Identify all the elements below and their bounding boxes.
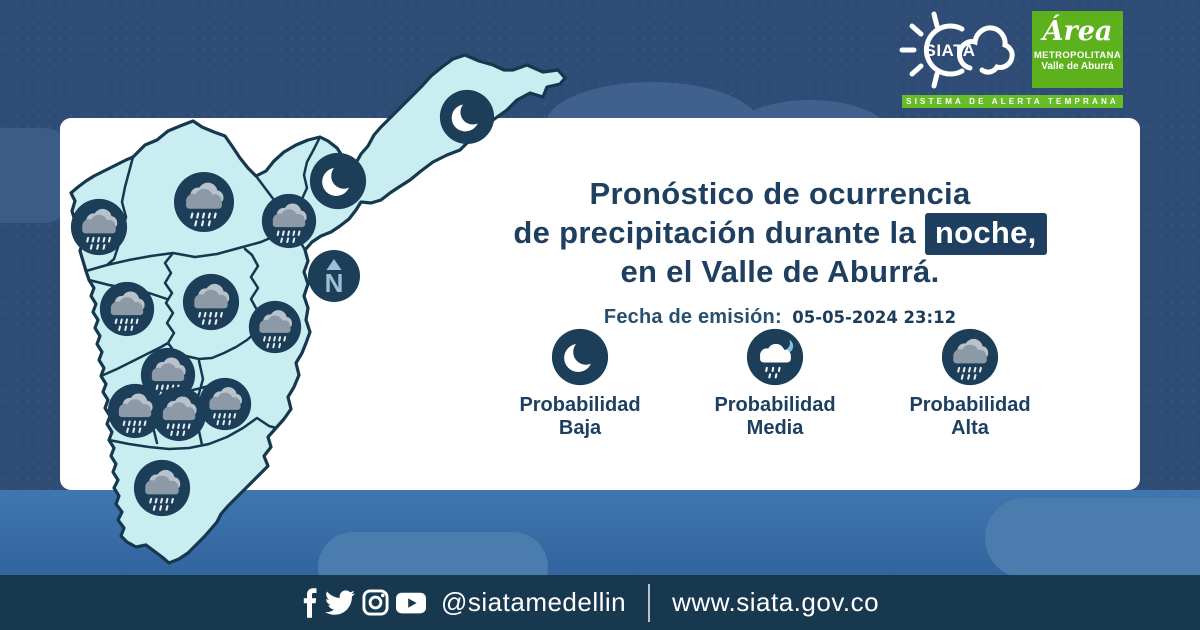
cloud-rain-marker bbox=[248, 300, 302, 354]
cloud-rain-marker bbox=[151, 386, 207, 442]
cloud-moon-drizzle-icon bbox=[746, 328, 804, 386]
cloud-rain-marker bbox=[182, 273, 240, 331]
siata-logo: SIATA bbox=[899, 11, 1015, 89]
emission-value: 05-05-2024 23:12 bbox=[792, 308, 957, 327]
area-logo-line2: Valle de Aburrá bbox=[1041, 61, 1114, 72]
moon-icon bbox=[551, 328, 609, 386]
legend-item-media: Probabilidad Media bbox=[685, 328, 865, 440]
probability-legend: Probabilidad Baja Probabilidad Media Probabi… bbox=[490, 328, 1060, 440]
valle-de-aburra-map: N bbox=[69, 53, 567, 565]
compass-label: N bbox=[325, 268, 344, 298]
emission-label: Fecha de emisión: bbox=[603, 306, 782, 328]
area-metropolitana-logo: Área METROPOLITANA Valle de Aburrá bbox=[1032, 11, 1123, 88]
legend-label: Probabilidad Media bbox=[714, 394, 836, 439]
emission-date-row: Fecha de emisión: 05-05-2024 23:12 bbox=[440, 306, 1120, 329]
legend-label: Probabilidad Alta bbox=[909, 394, 1031, 439]
title-line-2: de precipitación durante la noche, bbox=[440, 213, 1120, 255]
forecast-title: Pronóstico de ocurrencia de precipitació… bbox=[440, 174, 1120, 291]
moon-marker bbox=[309, 152, 367, 210]
siata-tagline-bar: SISTEMA DE ALERTA TEMPRANA bbox=[902, 95, 1123, 108]
social-icons bbox=[302, 587, 426, 618]
cloud-rain-icon bbox=[941, 328, 999, 386]
area-logo-script: Área bbox=[1042, 16, 1113, 47]
footer-divider bbox=[648, 583, 651, 622]
title-line-2-prefix: de precipitación durante la bbox=[513, 215, 916, 250]
background-cloud bbox=[985, 498, 1200, 575]
legend-item-alta: Probabilidad Alta bbox=[880, 328, 1060, 440]
cloud-rain-marker bbox=[173, 171, 235, 233]
cloud-rain-marker bbox=[99, 281, 155, 337]
facebook-icon[interactable] bbox=[302, 587, 318, 618]
title-highlight-noche: noche, bbox=[924, 213, 1047, 255]
area-logo-line1: METROPOLITANA bbox=[1033, 50, 1122, 61]
cloud-rain-marker bbox=[133, 459, 191, 517]
website-url: www.siata.gov.co bbox=[672, 587, 880, 617]
title-line-3: en el Valle de Aburrá. bbox=[620, 254, 940, 289]
cloud-rain-marker bbox=[261, 193, 317, 249]
legend-label: Probabilidad Baja bbox=[519, 394, 641, 439]
youtube-icon[interactable] bbox=[396, 591, 426, 615]
social-handle: @siatamedellin bbox=[441, 587, 627, 617]
footer-bar: @siatamedellin www.siata.gov.co bbox=[0, 575, 1200, 630]
instagram-icon[interactable] bbox=[362, 589, 389, 616]
title-line-1: Pronóstico de ocurrencia bbox=[589, 176, 971, 211]
cloud-rain-marker bbox=[70, 198, 128, 256]
legend-item-baja: Probabilidad Baja bbox=[490, 328, 670, 440]
background-cloud bbox=[318, 532, 548, 575]
twitter-icon[interactable] bbox=[325, 590, 355, 615]
compass-icon: N bbox=[308, 250, 360, 302]
cloud-rain-marker bbox=[198, 377, 252, 431]
moon-marker bbox=[439, 89, 495, 145]
